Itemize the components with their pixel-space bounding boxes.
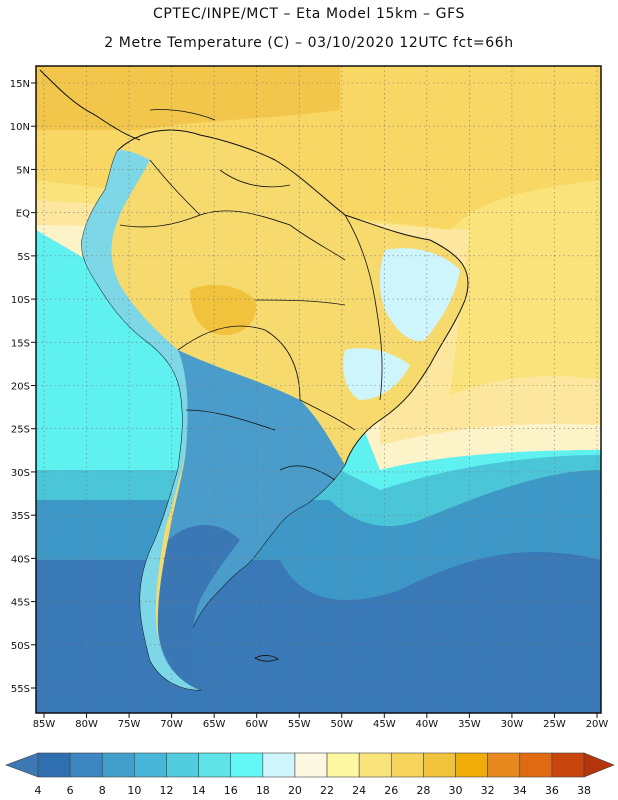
colorbar-label: 38 xyxy=(577,784,591,797)
colorbar-swatch xyxy=(166,752,199,778)
southern-cone-cool-area xyxy=(157,350,345,690)
lon-tick-label: 35W xyxy=(458,719,481,730)
lat-tick-label: 10N xyxy=(10,122,30,133)
colorbar-label: 34 xyxy=(512,784,527,797)
lon-tick-label: 40W xyxy=(416,719,439,730)
lat-tick-label: 25S xyxy=(11,425,30,436)
colorbar-label: 6 xyxy=(66,784,74,797)
lon-tick-label: 80W xyxy=(75,719,98,730)
lon-tick-label: 55W xyxy=(288,719,311,730)
colorbar-swatch xyxy=(101,752,135,778)
colorbar-low-arrow xyxy=(5,752,39,778)
andes-cool-strip xyxy=(81,150,200,690)
colorbar-label: 30 xyxy=(448,784,463,797)
colorbar-label: 20 xyxy=(287,784,302,797)
lat-tick-label: 15N xyxy=(10,79,30,90)
colorbar-swatch xyxy=(326,752,360,778)
colorbar-swatch xyxy=(390,752,424,778)
lon-tick-label: 60W xyxy=(245,719,268,730)
colorbar-label: 8 xyxy=(98,784,106,797)
colorbar-label: 16 xyxy=(223,784,238,797)
lat-tick-label: 40S xyxy=(11,554,30,565)
colorbar-swatch xyxy=(134,752,167,778)
southeast-brazil-cool-patch xyxy=(343,348,410,400)
lon-tick-label: 70W xyxy=(160,719,183,730)
country-borders xyxy=(119,159,383,481)
colorbar-swatch xyxy=(519,752,553,778)
lon-tick-label: 20W xyxy=(586,719,609,730)
colorbar-swatch xyxy=(230,752,264,778)
northeast-brazil-cool-patch xyxy=(379,248,460,341)
warm-interior-patch xyxy=(190,284,256,335)
colorbar-swatch xyxy=(69,752,103,778)
colorbar-label: 26 xyxy=(384,784,399,797)
colorbar-swatch xyxy=(198,752,232,778)
colorbar-label: 22 xyxy=(320,784,335,797)
colorbar-high-arrow xyxy=(583,752,615,778)
colorbar-swatch xyxy=(551,752,585,778)
colorbar-swatch xyxy=(358,752,392,778)
map-plot-area xyxy=(36,66,601,713)
colorbar-swatch xyxy=(37,752,71,778)
lat-tick-label: 35S xyxy=(11,511,30,522)
lat-tick-label: 45S xyxy=(11,598,30,609)
lon-tick-label: 25W xyxy=(543,719,566,730)
lat-tick-label: 15S xyxy=(11,338,30,349)
lon-tick-label: 30W xyxy=(501,719,524,730)
map-subtitle: 2 Metre Temperature (C) – 03/10/2020 12U… xyxy=(104,35,514,51)
colorbar-swatch xyxy=(455,752,488,778)
colorbar-label: 14 xyxy=(191,784,206,797)
map-title: CPTEC/INPE/MCT – Eta Model 15km – GFS xyxy=(152,6,466,22)
caribbean-warm-patch xyxy=(36,66,340,130)
lon-tick-label: 50W xyxy=(330,719,353,730)
colorbar-swatch xyxy=(487,752,521,778)
caribbean-coastline xyxy=(149,109,216,121)
colorbar-swatch xyxy=(294,752,328,778)
lon-tick-label: 85W xyxy=(33,719,56,730)
colorbar-label: 4 xyxy=(34,784,42,797)
colorbar-label: 32 xyxy=(480,784,495,797)
lat-tick-label: 50S xyxy=(11,641,30,652)
central-america-coast xyxy=(39,69,141,141)
lat-tick-label: 20S xyxy=(11,382,30,393)
color-legend xyxy=(5,752,615,778)
lon-tick-label: 45W xyxy=(373,719,396,730)
colorbar-swatch xyxy=(423,752,456,778)
latitude-axis: 15N 10N 5N EQ 5S 10S 15S 20S 25S 30S 35S 40S 45S 50S 5… xyxy=(10,79,36,695)
longitude-axis: 85W 80W 75W 70W 65W 60W 55W 50W 45W 40W 35W 30W 25W 2… xyxy=(33,713,609,730)
lat-tick-label: 30S xyxy=(11,468,30,479)
lat-tick-label: 55S xyxy=(11,684,30,695)
falkland-islands xyxy=(254,655,279,662)
lat-tick-label: EQ xyxy=(16,209,30,220)
lon-tick-label: 75W xyxy=(118,719,141,730)
lon-tick-label: 65W xyxy=(203,719,226,730)
lat-tick-label: 5N xyxy=(16,165,30,176)
colorbar-label: 36 xyxy=(544,784,559,797)
colorbar-label: 24 xyxy=(352,784,367,797)
lat-tick-label: 10S xyxy=(11,295,30,306)
colorbar-label: 12 xyxy=(159,784,174,797)
colorbar-label: 28 xyxy=(416,784,431,797)
patagonia-cold-area xyxy=(157,525,240,690)
colorbar-label: 18 xyxy=(255,784,270,797)
colorbar-label: 10 xyxy=(127,784,142,797)
map-frame xyxy=(35,65,602,714)
colorbar-swatch xyxy=(262,752,296,778)
lat-tick-label: 5S xyxy=(17,252,30,263)
